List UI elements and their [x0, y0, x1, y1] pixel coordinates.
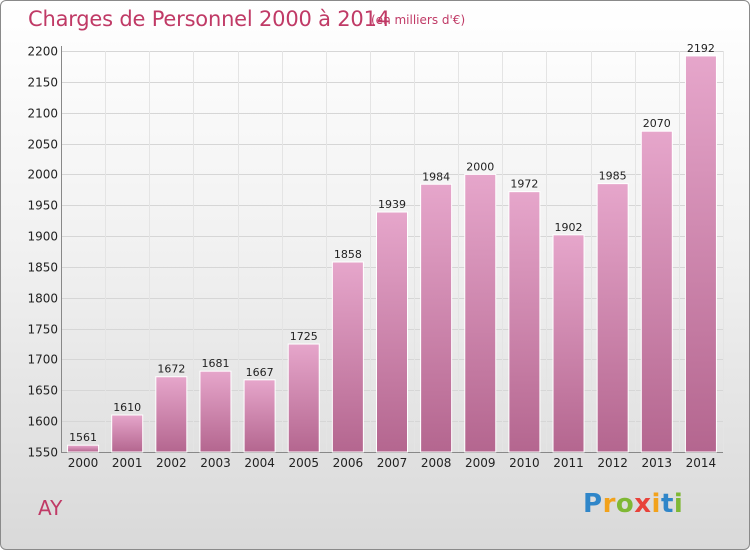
- data-label: 1672: [157, 363, 185, 376]
- x-tick-label: 2005: [288, 456, 319, 470]
- x-tick-label: 2003: [200, 456, 231, 470]
- data-label: 1939: [378, 198, 406, 211]
- data-label: 1610: [113, 401, 141, 414]
- data-label: 1725: [290, 330, 318, 343]
- x-tick-label: 2009: [465, 456, 496, 470]
- data-label: 2000: [466, 160, 494, 173]
- logo-letter: i: [673, 489, 684, 519]
- data-label: 1984: [422, 170, 450, 183]
- bar: [155, 376, 188, 453]
- y-tick-label: 2200: [27, 45, 58, 59]
- data-label: 1561: [69, 431, 97, 444]
- proxiti-logo: Proxiti: [583, 489, 683, 519]
- data-label: 2070: [643, 117, 671, 130]
- y-tick-label: 1650: [27, 384, 58, 398]
- bar: [464, 173, 497, 453]
- x-tick-label: 2002: [156, 456, 187, 470]
- y-tick-label: 2150: [27, 76, 58, 90]
- bar: [552, 234, 585, 453]
- y-tick-label: 1550: [27, 446, 58, 460]
- data-label: 1985: [599, 170, 627, 183]
- x-tick-label: 2007: [377, 456, 408, 470]
- y-tick-label: 1600: [27, 415, 58, 429]
- bars: [67, 55, 717, 453]
- logo-letter: P: [583, 489, 603, 519]
- x-tick-label: 2008: [421, 456, 452, 470]
- x-tick-label: 2004: [244, 456, 275, 470]
- bar: [376, 211, 408, 453]
- data-label: 1858: [334, 248, 362, 261]
- bar: [508, 191, 541, 453]
- data-label: 1972: [510, 178, 538, 191]
- logo-letter: t: [660, 489, 674, 519]
- logo-letter: r: [602, 489, 616, 519]
- bar: [420, 183, 453, 453]
- bar: [199, 370, 232, 453]
- y-tick-label: 2000: [27, 168, 58, 182]
- y-tick-label: 1800: [27, 292, 58, 306]
- data-label: 1681: [201, 357, 229, 370]
- x-tick-label: 2012: [597, 456, 628, 470]
- x-tick-label: 2010: [509, 456, 540, 470]
- y-tick-label: 1900: [27, 230, 58, 244]
- data-label: 2192: [687, 42, 715, 55]
- data-label: 1902: [555, 221, 583, 234]
- y-tick-label: 1700: [27, 353, 58, 367]
- y-tick-label: 2100: [27, 107, 58, 121]
- logo-letter: o: [615, 489, 635, 519]
- y-tick-label: 1850: [27, 261, 58, 275]
- y-tick-label: 2050: [27, 138, 58, 152]
- location-label: AY: [38, 496, 63, 520]
- bar: [111, 414, 144, 453]
- bar: [596, 183, 629, 453]
- x-tick-label: 2006: [333, 456, 364, 470]
- x-tick-label: 2014: [686, 456, 717, 470]
- bar: [67, 444, 100, 453]
- chart-subtitle: (en milliers d'€): [371, 13, 466, 27]
- labels: 1550 1600 1650 1700 1750 1800 1850 1900 1950 2000…: [27, 42, 716, 470]
- x-tick-label: 2001: [112, 456, 143, 470]
- logo-letter: i: [651, 489, 661, 519]
- bar: [331, 261, 364, 453]
- data-label: 1667: [246, 366, 274, 379]
- logo-letter: x: [634, 489, 652, 519]
- x-tick-label: 2000: [68, 456, 99, 470]
- y-tick-label: 1950: [27, 199, 58, 213]
- y-tick-label: 1750: [27, 323, 58, 337]
- x-tick-label: 2013: [642, 456, 673, 470]
- bar: [640, 130, 673, 453]
- axes: [61, 46, 723, 453]
- bar: [684, 55, 717, 453]
- chart-title: Charges de Personnel 2000 à 2014: [28, 7, 390, 31]
- x-tick-label: 2011: [553, 456, 584, 470]
- bar: [287, 343, 320, 453]
- bar: [243, 379, 276, 453]
